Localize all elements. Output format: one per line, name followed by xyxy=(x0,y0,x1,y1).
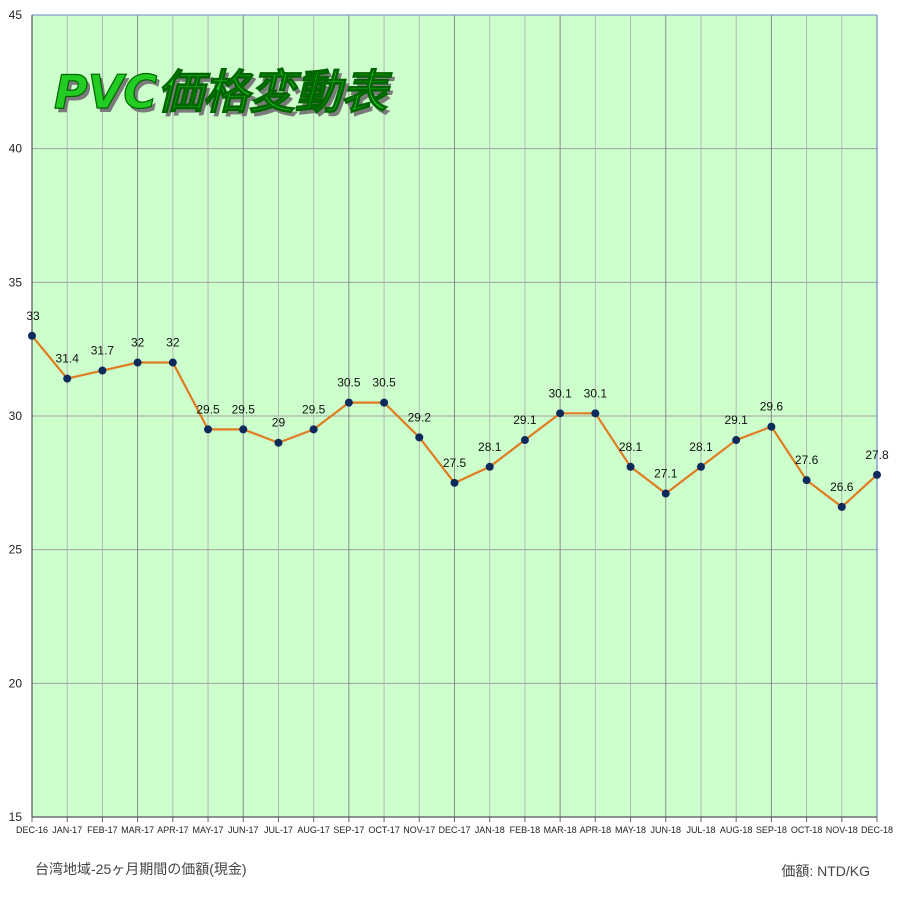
data-point xyxy=(450,478,459,487)
data-point xyxy=(556,409,565,418)
data-label: 33 xyxy=(26,309,40,323)
data-point xyxy=(837,502,846,511)
data-label: 32 xyxy=(131,336,145,350)
data-label: 29.5 xyxy=(302,402,326,416)
y-tick-label: 40 xyxy=(9,142,23,156)
x-tick-label: DEC-17 xyxy=(438,825,470,835)
chart-title: PVC価格変動表 xyxy=(54,65,393,119)
data-point xyxy=(98,366,107,375)
data-label: 31.7 xyxy=(91,344,115,358)
x-tick-label: DEC-18 xyxy=(861,825,893,835)
data-label: 27.1 xyxy=(654,467,678,481)
x-tick-label: FEB-18 xyxy=(510,825,541,835)
data-point xyxy=(873,470,881,479)
data-point xyxy=(63,374,72,383)
x-tick-label: OCT-18 xyxy=(791,825,823,835)
data-label: 30.5 xyxy=(372,376,396,390)
x-tick-label: SEP-18 xyxy=(756,825,787,835)
x-tick-label: OCT-17 xyxy=(368,825,400,835)
x-tick-label: JUL-17 xyxy=(264,825,293,835)
data-point xyxy=(133,358,142,367)
y-tick-label: 15 xyxy=(9,810,23,824)
data-label: 27.6 xyxy=(795,453,819,467)
data-label: 29.6 xyxy=(760,400,784,414)
x-tick-label: JUN-17 xyxy=(228,825,259,835)
data-point xyxy=(380,398,389,407)
x-tick-label: SEP-17 xyxy=(333,825,364,835)
data-point xyxy=(485,462,494,471)
x-axis: DEC-16 JAN-17 FEB-17 MAR-17 APR-17 MAY-17 JUN-… xyxy=(16,816,893,835)
series-line xyxy=(28,331,881,511)
data-point xyxy=(661,489,670,498)
data-point xyxy=(274,438,283,447)
data-label: 31.4 xyxy=(56,352,80,366)
data-point xyxy=(415,433,424,442)
y-tick-label: 30 xyxy=(9,409,23,423)
data-label: 26.6 xyxy=(830,480,854,494)
x-tick-label: MAY-17 xyxy=(193,825,224,835)
y-tick-label: 35 xyxy=(9,275,23,289)
data-point xyxy=(520,436,529,445)
y-tick-label: 45 xyxy=(9,8,23,22)
data-label: 28.1 xyxy=(689,440,713,454)
data-label: 27.5 xyxy=(443,456,467,470)
data-label: 30.1 xyxy=(584,386,608,400)
x-tick-label: APR-18 xyxy=(580,825,612,835)
x-tick-label: JUL-18 xyxy=(686,825,715,835)
data-point xyxy=(168,358,177,367)
data-point xyxy=(696,462,705,471)
gridlines xyxy=(31,14,878,818)
footnote-right: 価額: NTD/KG xyxy=(781,863,870,879)
data-label: 28.1 xyxy=(478,440,502,454)
x-tick-label: FEB-17 xyxy=(87,825,118,835)
x-tick-label: MAR-17 xyxy=(121,825,154,835)
data-label: 29.5 xyxy=(232,402,256,416)
data-point xyxy=(28,331,36,340)
x-tick-label: JAN-17 xyxy=(52,825,82,835)
x-tick-label: NOV-17 xyxy=(403,825,435,835)
data-label: 27.8 xyxy=(865,448,889,462)
y-axis: 15 20 25 30 35 40 45 xyxy=(9,8,33,824)
data-point xyxy=(626,462,635,471)
data-label: 29 xyxy=(272,416,286,430)
data-label: 30.1 xyxy=(548,386,572,400)
y-tick-label: 25 xyxy=(9,543,23,557)
data-point xyxy=(309,425,318,434)
x-tick-label: NOV-18 xyxy=(826,825,858,835)
data-point xyxy=(732,436,741,445)
data-point xyxy=(767,422,776,431)
data-point xyxy=(344,398,353,407)
x-tick-label: MAR-18 xyxy=(544,825,577,835)
data-label: 29.5 xyxy=(196,402,220,416)
chart-title-shadow: PVC価格変動表 xyxy=(57,69,396,123)
x-tick-label: AUG-18 xyxy=(720,825,753,835)
data-point xyxy=(204,425,213,434)
data-label: 32 xyxy=(166,336,180,350)
x-tick-label: JUN-18 xyxy=(650,825,681,835)
x-tick-label: DEC-16 xyxy=(16,825,48,835)
data-point xyxy=(802,476,811,485)
data-labels: 33 31.4 31.7 32 32 29.5 29.5 29 29.5 30.5 30.5 29.2… xyxy=(26,309,889,494)
x-tick-label: APR-17 xyxy=(157,825,189,835)
y-tick-label: 20 xyxy=(9,676,23,690)
data-label: 30.5 xyxy=(337,376,361,390)
data-point xyxy=(591,409,600,418)
x-tick-label: MAY-18 xyxy=(615,825,646,835)
data-label: 29.1 xyxy=(513,413,537,427)
data-label: 28.1 xyxy=(619,440,643,454)
footnote-left: 台湾地域-25ヶ月期間の価額(現金) xyxy=(35,861,247,877)
x-tick-label: JAN-18 xyxy=(475,825,505,835)
data-point xyxy=(239,425,248,434)
data-label: 29.2 xyxy=(408,410,432,424)
x-tick-label: AUG-17 xyxy=(297,825,330,835)
data-label: 29.1 xyxy=(724,413,748,427)
